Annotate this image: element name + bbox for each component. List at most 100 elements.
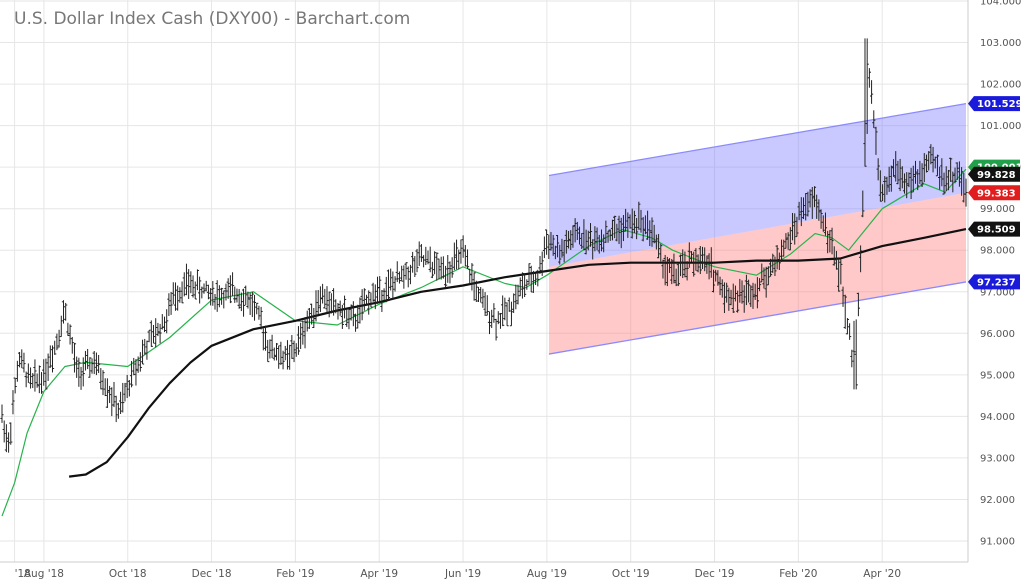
price-bar [173, 282, 178, 311]
price-bar [909, 167, 913, 200]
price-bar [839, 259, 843, 285]
price-bar [751, 282, 755, 309]
price-bar [250, 291, 254, 318]
price-bar [191, 275, 195, 298]
price-bar [435, 252, 439, 281]
price-tag-badge [968, 166, 1020, 182]
price-bar [645, 210, 650, 240]
price-bar [15, 360, 19, 382]
price-bar [305, 310, 309, 332]
price-bar [246, 291, 250, 309]
price-bar [586, 230, 590, 251]
price-bar [294, 343, 298, 357]
price-bar [50, 345, 55, 373]
price-bar [138, 352, 142, 372]
price-bar [760, 263, 764, 283]
price-bar [588, 223, 593, 247]
price-bar [529, 265, 533, 293]
price-bar [134, 359, 138, 386]
price-bar [268, 339, 272, 359]
price-bar [503, 297, 507, 321]
price-bar [334, 299, 338, 314]
price-bar [252, 294, 257, 321]
price-bar [259, 306, 263, 330]
price-bar [261, 328, 265, 351]
price-bar [228, 275, 232, 304]
chart-title: U.S. Dollar Index Cash (DXY00) - Barchar… [14, 9, 411, 29]
price-bar [149, 320, 153, 347]
price-bar [193, 281, 197, 300]
price-bar [496, 311, 500, 325]
price-bar [812, 186, 817, 208]
y-tick-label: 101.000 [980, 121, 1021, 132]
price-bar [470, 263, 474, 291]
price-bar [850, 349, 854, 368]
price-bar [944, 166, 948, 192]
price-bar [57, 329, 61, 348]
price-bar [443, 265, 448, 288]
price-bar [714, 269, 718, 282]
price-bar [555, 235, 560, 258]
price-bar [709, 247, 713, 278]
price-bar [964, 178, 968, 207]
price-bar [24, 371, 28, 388]
price-bar [485, 295, 489, 316]
price-tag-label: 99.383 [977, 188, 1016, 199]
price-bar [876, 158, 880, 181]
price-bar [938, 166, 942, 190]
price-bar [184, 263, 189, 296]
price-bar [571, 225, 575, 248]
price-bar [764, 266, 768, 298]
price-bar [790, 212, 795, 241]
price-bar [362, 288, 366, 311]
price-bar [342, 295, 347, 319]
price-bar [525, 279, 529, 290]
price-bar [736, 290, 740, 313]
price-bar [755, 277, 759, 309]
price-bar [784, 233, 788, 249]
price-bar [413, 256, 417, 278]
price-bar [230, 272, 235, 297]
price-bar [72, 342, 77, 373]
x-tick-label: Oct '18 [109, 568, 147, 580]
price-bar [187, 269, 191, 299]
price-bar [255, 302, 259, 315]
price-bar [854, 319, 858, 390]
price-bar [375, 276, 380, 304]
price-bar [621, 215, 626, 242]
price-bar [540, 251, 544, 276]
x-tick-label: Dec '18 [192, 568, 232, 580]
price-bar [619, 217, 623, 249]
price-bar [933, 156, 937, 169]
price-bar [536, 269, 540, 287]
price-bar [367, 290, 371, 315]
price-bar [450, 257, 454, 278]
price-bar [202, 283, 206, 294]
price-bar [281, 350, 285, 370]
price-bar [916, 169, 920, 191]
price-tag: 99.383 [968, 185, 1020, 201]
price-tag-badge [968, 274, 1020, 290]
price-bar [417, 241, 421, 266]
price-bar [90, 358, 94, 374]
price-bar [162, 316, 167, 333]
price-bar [553, 245, 557, 260]
price-bar [176, 285, 180, 311]
price-bar [852, 320, 856, 390]
moving-average-50-line [1, 168, 967, 517]
price-bar [863, 38, 867, 167]
price-bar [88, 357, 92, 378]
price-bar [48, 345, 52, 368]
price-bar [725, 282, 729, 303]
price-bar [880, 184, 885, 202]
price-bar [70, 336, 74, 354]
price-bar [676, 263, 680, 287]
price-bar [665, 256, 669, 287]
price-bar [687, 242, 691, 268]
price-bar [147, 329, 151, 343]
price-bar [349, 304, 353, 321]
channel-upper-line [548, 103, 967, 177]
price-bar [4, 424, 8, 453]
price-bar [562, 239, 566, 263]
